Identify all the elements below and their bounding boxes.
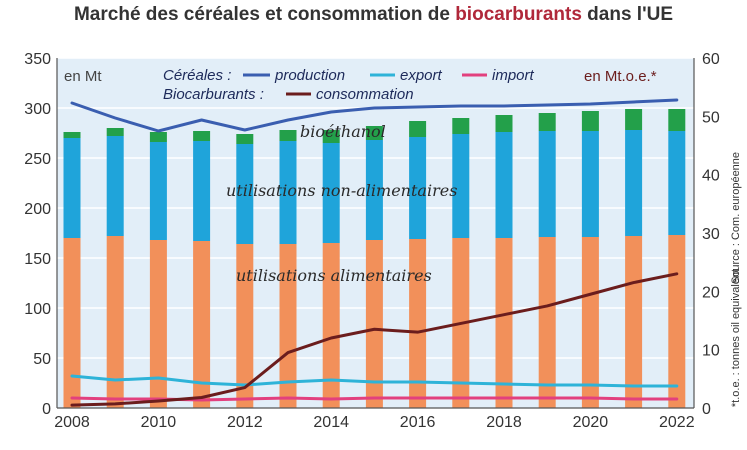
legend: Céréales : production export import Bioc… xyxy=(163,67,535,103)
right-tick-label: 40 xyxy=(702,168,720,185)
bar-bioethanol xyxy=(322,130,340,143)
bar-bioethanol xyxy=(149,132,167,142)
left-tick-label: 50 xyxy=(33,351,51,368)
bar-food xyxy=(538,237,556,408)
bar-non-food xyxy=(106,136,124,236)
bar-food xyxy=(236,244,254,408)
toe-note: *t.o.e. : tonnes oil equivalent xyxy=(730,269,742,407)
bar-food xyxy=(149,240,167,408)
right-axis-unit: en Mt.o.e.* xyxy=(584,68,657,85)
left-tick-label: 300 xyxy=(24,101,51,118)
x-tick-label: 2008 xyxy=(54,414,90,431)
x-tick-label: 2012 xyxy=(227,414,263,431)
bar-bioethanol xyxy=(193,131,211,141)
bar-food xyxy=(668,235,686,408)
right-tick-label: 30 xyxy=(702,226,720,243)
bar-food xyxy=(279,244,297,408)
bar-bioethanol xyxy=(581,111,599,131)
bar-bioethanol xyxy=(279,130,297,141)
left-tick-label: 100 xyxy=(24,301,51,318)
bar-bioethanol xyxy=(538,113,556,131)
bar-bioethanol xyxy=(495,115,513,132)
title-part2: dans l'UE xyxy=(581,4,674,25)
bar-non-food xyxy=(581,131,599,237)
x-tick-label: 2014 xyxy=(313,414,349,431)
bar-non-food xyxy=(322,143,340,243)
right-tick-label: 0 xyxy=(702,401,711,418)
left-tick-label: 200 xyxy=(24,201,51,218)
bar-series xyxy=(63,109,686,408)
bar-non-food xyxy=(193,141,211,241)
bar-food xyxy=(581,237,599,408)
bar-non-food xyxy=(365,140,383,240)
x-tick-label: 2020 xyxy=(573,414,609,431)
bar-non-food xyxy=(279,141,297,244)
bar-non-food xyxy=(452,134,470,238)
line-export xyxy=(70,374,679,388)
bar-non-food xyxy=(149,142,167,240)
chart-title: Marché des céréales et consommation de b… xyxy=(0,4,747,26)
right-tick-label: 50 xyxy=(702,109,720,126)
bar-bioethanol xyxy=(668,109,686,131)
x-tick-label: 2016 xyxy=(400,414,436,431)
legend-import-label: import xyxy=(492,67,535,84)
right-tick-label: 20 xyxy=(702,284,720,301)
legend-consommation-label: consommation xyxy=(316,86,414,103)
legend-production-label: production xyxy=(274,67,345,84)
left-tick-label: 350 xyxy=(24,51,51,68)
bar-food xyxy=(322,243,340,408)
title-accent: biocarburants xyxy=(455,4,582,25)
bar-food xyxy=(365,240,383,408)
x-tick-label: 2022 xyxy=(659,414,695,431)
bar-bioethanol xyxy=(63,132,81,138)
axes: 0 50 100 150 200 250 300 350 0 10 20 30 40 50 60 2008 20… xyxy=(24,51,720,431)
legend-export-label: export xyxy=(400,67,443,84)
right-tick-label: 60 xyxy=(702,51,720,68)
bar-food xyxy=(625,236,643,408)
bar-bioethanol xyxy=(452,118,470,134)
right-tick-label: 10 xyxy=(702,343,720,360)
x-tick-label: 2018 xyxy=(486,414,522,431)
line-series xyxy=(70,98,679,407)
bar-food xyxy=(193,241,211,408)
bar-food xyxy=(106,236,124,408)
bar-non-food xyxy=(236,144,254,244)
line-production xyxy=(70,98,679,133)
annotation-non-food: utilisations non-alimentaires xyxy=(226,181,457,200)
left-axis-unit: en Mt xyxy=(64,68,102,85)
x-tick-label: 2010 xyxy=(141,414,177,431)
bar-food xyxy=(495,238,513,408)
bar-non-food xyxy=(63,138,81,238)
bar-non-food xyxy=(668,131,686,235)
bar-bioethanol xyxy=(365,126,383,140)
source-note: Source : Com. européenne xyxy=(730,152,742,284)
legend-cereals-label: Céréales : xyxy=(163,67,231,84)
bar-bioethanol xyxy=(236,134,254,144)
annotation-bioethanol: bioéthanol xyxy=(300,122,386,141)
bar-bioethanol xyxy=(409,121,427,137)
bar-food xyxy=(409,239,427,408)
bar-non-food xyxy=(409,137,427,239)
annotation-food: utilisations alimentaires xyxy=(236,266,432,285)
left-tick-label: 0 xyxy=(42,401,51,418)
bar-non-food xyxy=(538,131,556,237)
bar-bioethanol xyxy=(625,109,643,130)
bar-food xyxy=(63,238,81,408)
line-consommation xyxy=(70,272,679,407)
left-tick-label: 250 xyxy=(24,151,51,168)
left-tick-label: 150 xyxy=(24,251,51,268)
title-part1: Marché des céréales et consommation de xyxy=(73,4,456,25)
bar-non-food xyxy=(625,130,643,236)
bar-non-food xyxy=(495,132,513,238)
legend-biofuels-label: Biocarburants : xyxy=(163,86,264,103)
bar-bioethanol xyxy=(106,128,124,136)
